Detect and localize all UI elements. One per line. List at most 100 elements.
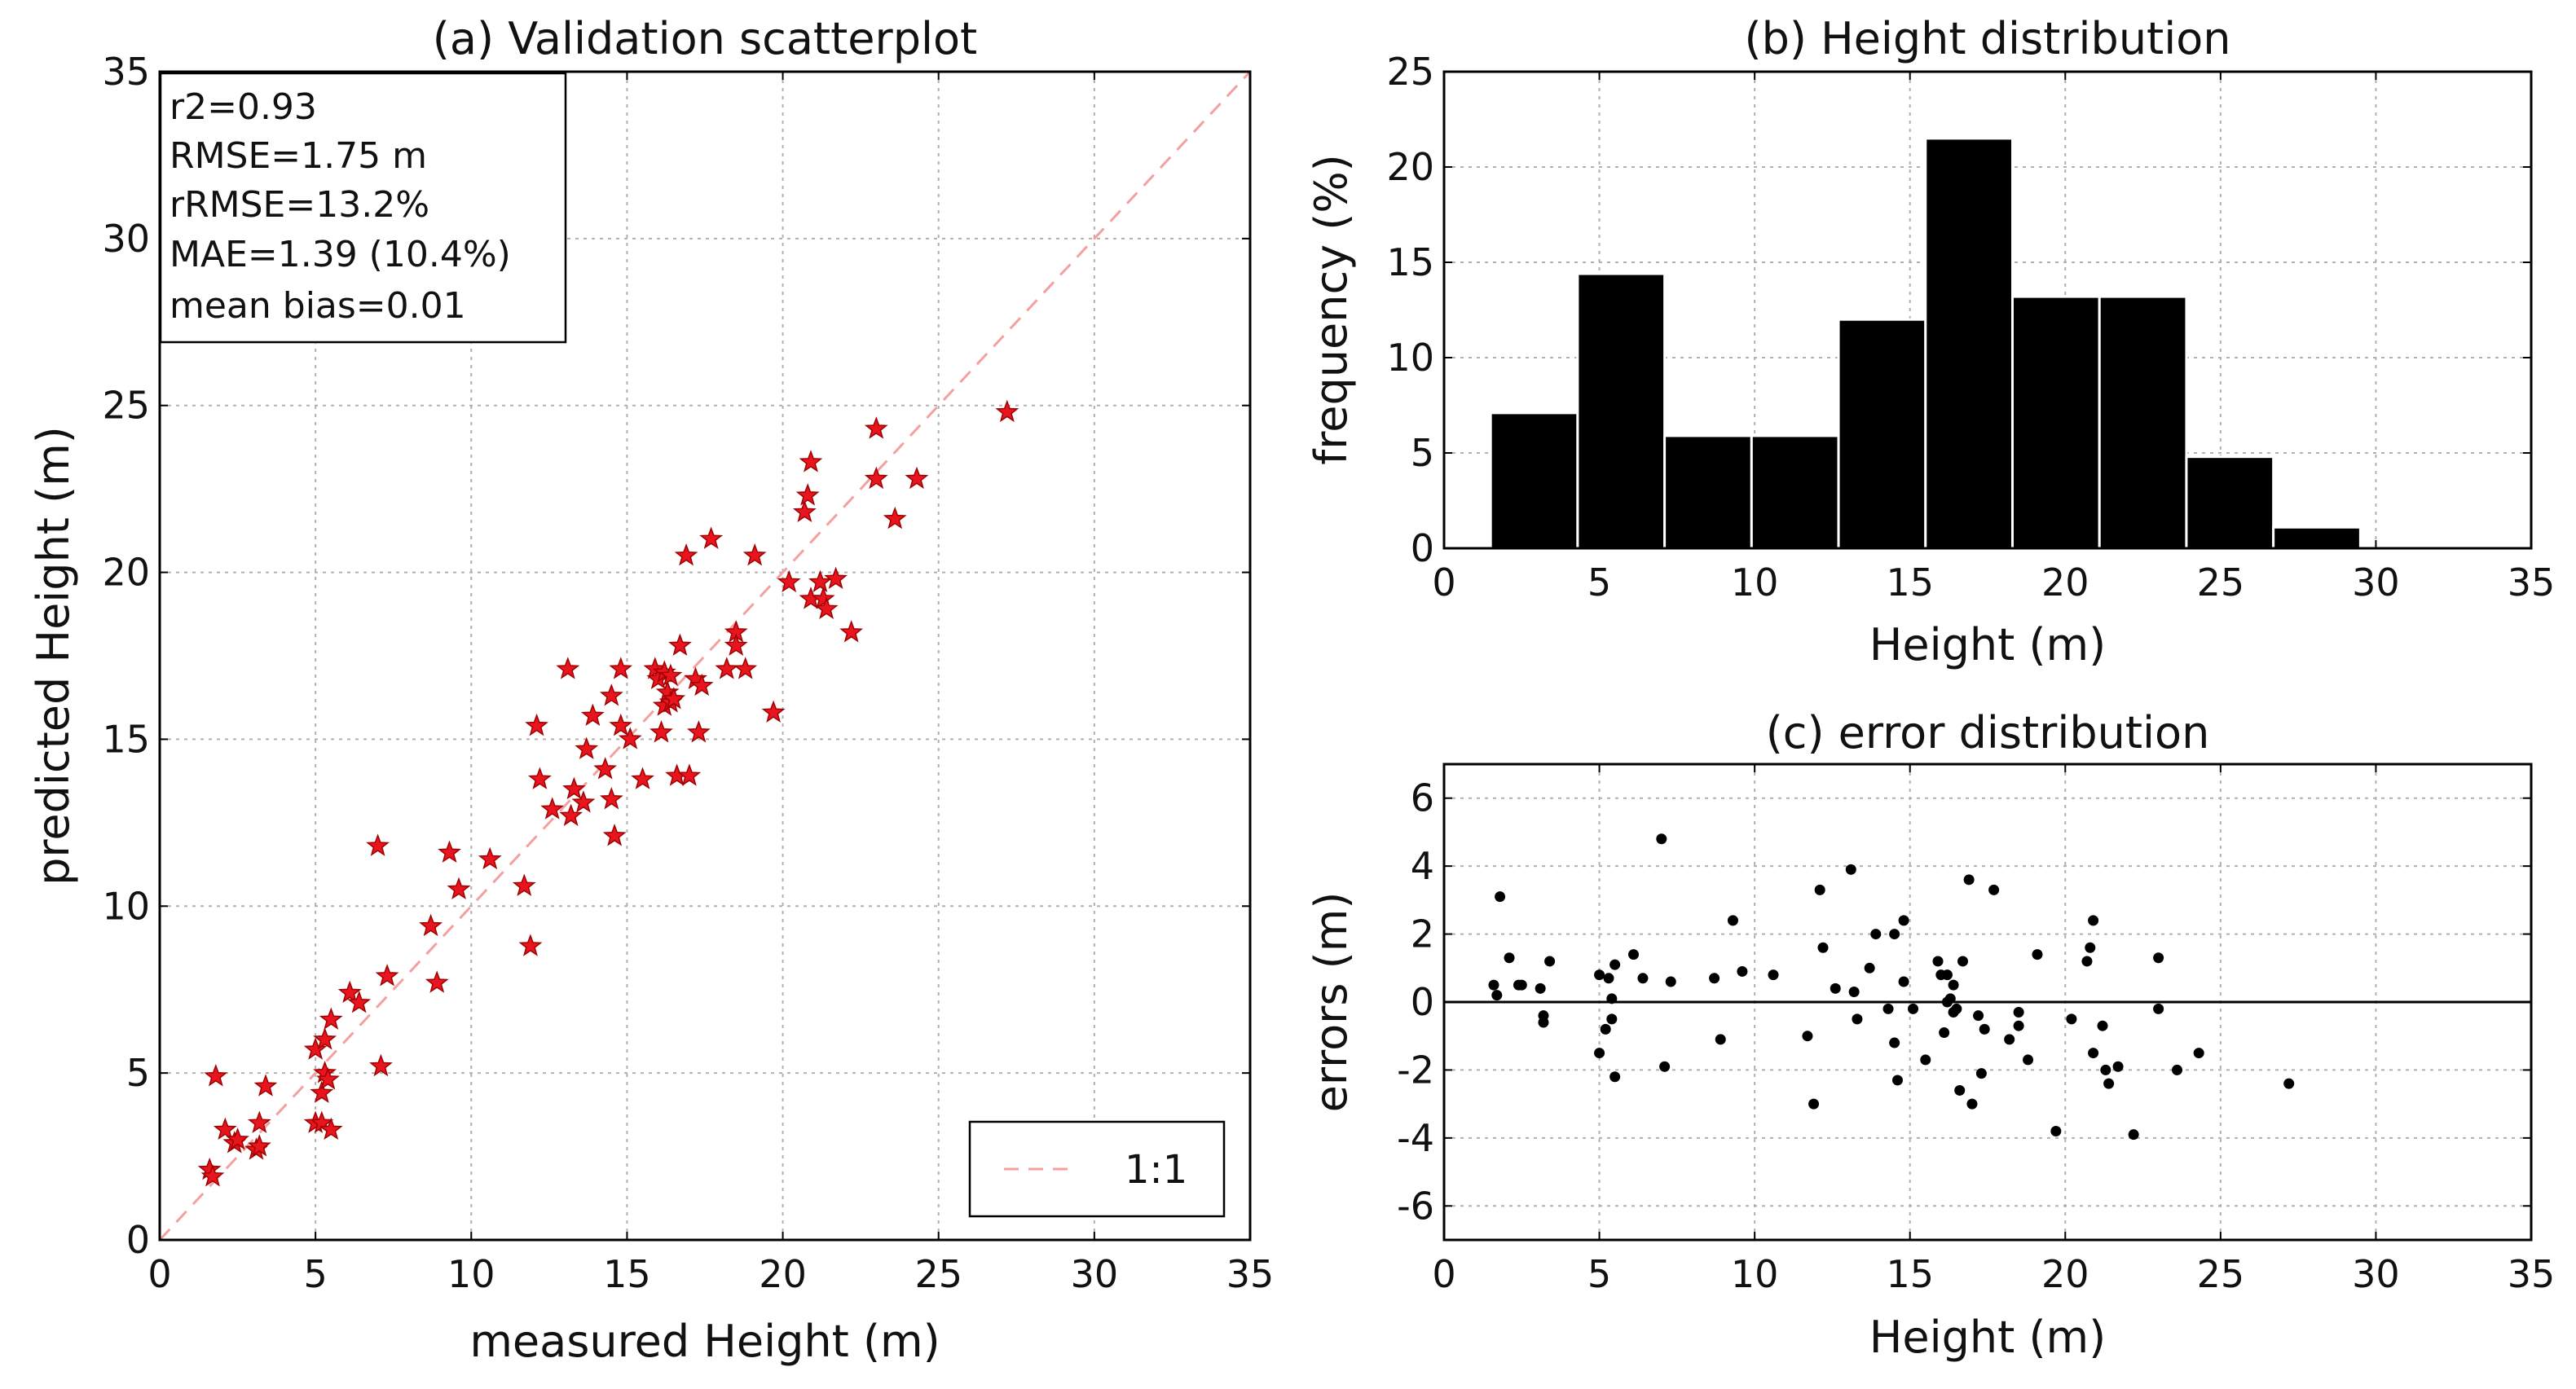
error-point xyxy=(1889,929,1900,940)
panel-b-bars xyxy=(1489,137,2362,550)
validation-point xyxy=(540,797,565,820)
validation-point xyxy=(425,970,449,993)
error-point xyxy=(2171,1064,2182,1075)
x-tick-label: 30 xyxy=(1071,1252,1119,1296)
validation-point xyxy=(204,1064,228,1087)
validation-point xyxy=(814,596,839,619)
validation-point xyxy=(200,1164,225,1187)
error-point xyxy=(1737,965,1748,977)
validation-point xyxy=(864,466,888,490)
validation-point xyxy=(347,990,372,1013)
error-point xyxy=(1594,969,1605,981)
panel-b-x-ticks: 0 5 10 15 20 25 30 35 xyxy=(1432,72,2555,604)
error-point xyxy=(1898,976,1909,987)
validation-point xyxy=(795,483,820,506)
validation-point xyxy=(556,657,580,679)
validation-point xyxy=(316,1067,340,1090)
validation-point xyxy=(995,399,1019,423)
validation-point xyxy=(609,657,633,679)
validation-point xyxy=(313,1027,337,1050)
validation-point xyxy=(310,1080,334,1103)
panel-a-y-label: predicted Height (m) xyxy=(28,426,79,886)
x-tick-label: 0 xyxy=(1432,560,1455,604)
error-point xyxy=(1504,952,1515,964)
validation-point xyxy=(724,633,748,656)
validation-point xyxy=(658,663,683,686)
validation-point xyxy=(559,803,583,826)
panel-a-points xyxy=(197,399,1019,1187)
error-point xyxy=(1973,1010,1984,1022)
validation-point xyxy=(580,703,605,727)
validation-point xyxy=(525,713,548,736)
validation-point xyxy=(599,787,623,810)
error-point xyxy=(1848,986,1860,997)
panel-c-x-label: Height (m) xyxy=(1869,1312,2106,1363)
y-tick-label: 5 xyxy=(1411,431,1434,475)
panel-b-title: (b) Height distribution xyxy=(1745,13,2231,64)
x-tick-label: 10 xyxy=(1731,1252,1779,1296)
error-point xyxy=(1808,1098,1820,1110)
validation-point xyxy=(811,587,835,609)
validation-point xyxy=(824,566,848,590)
error-point xyxy=(1535,982,1546,994)
error-point xyxy=(2066,1013,2077,1025)
validation-point xyxy=(761,700,786,723)
error-point xyxy=(1891,1075,1903,1086)
panel-b-y-ticks: 0 5 10 15 20 25 xyxy=(1386,50,2531,570)
validation-point xyxy=(650,720,673,743)
validation-point xyxy=(674,543,698,566)
error-point xyxy=(1709,973,1720,984)
error-point xyxy=(1817,942,1829,953)
panel-c-x-ticks: 0 5 10 15 20 25 30 35 xyxy=(1432,764,2555,1296)
y-tick-label: 0 xyxy=(126,1218,150,1262)
y-tick-label: -6 xyxy=(1397,1184,1434,1228)
y-tick-label: 30 xyxy=(102,217,150,261)
validation-point xyxy=(593,757,618,780)
error-point xyxy=(2013,1007,2024,1018)
x-tick-label: 5 xyxy=(304,1252,328,1296)
validation-point xyxy=(905,466,929,490)
y-tick-label: 15 xyxy=(1386,240,1434,284)
histogram-bar xyxy=(2010,295,2101,550)
validation-point xyxy=(662,687,686,710)
y-tick-label: -4 xyxy=(1397,1116,1434,1160)
panel-b-y-label: frequency (%) xyxy=(1306,154,1357,464)
error-distribution-panel: (c) error distribution 0 5 10 15 20 25 30 35 -6… xyxy=(1306,707,2555,1363)
validation-point xyxy=(571,790,596,813)
x-tick-label: 30 xyxy=(2352,1252,2400,1296)
validation-point xyxy=(575,736,599,759)
validation-point xyxy=(677,763,702,786)
error-point xyxy=(1814,884,1825,895)
error-point xyxy=(1603,973,1614,984)
error-point xyxy=(1627,949,1639,960)
panel-c-y-label: errors (m) xyxy=(1306,892,1357,1113)
error-point xyxy=(1957,956,1969,967)
validation-point xyxy=(337,980,362,1004)
validation-point xyxy=(303,1037,328,1060)
panel-c-y-ticks: -6 -4 -2 0 2 4 6 xyxy=(1397,776,2531,1228)
error-point xyxy=(1920,1054,1931,1066)
validation-point xyxy=(438,840,461,863)
validation-point xyxy=(668,633,692,656)
y-tick-label: 35 xyxy=(102,50,150,94)
error-point xyxy=(2103,1078,2115,1089)
panel-a-x-ticks: 0 5 10 15 20 25 30 35 xyxy=(148,72,1274,1296)
error-point xyxy=(1609,959,1621,970)
error-point xyxy=(1948,979,1959,991)
panel-c-title: (c) error distribution xyxy=(1766,707,2210,758)
error-point xyxy=(1727,915,1738,926)
validation-point xyxy=(253,1074,278,1097)
x-tick-label: 5 xyxy=(1587,1252,1611,1296)
validation-point xyxy=(742,543,767,566)
error-point xyxy=(2153,952,2164,964)
x-tick-label: 25 xyxy=(2197,560,2245,604)
error-point xyxy=(1656,833,1667,845)
validation-point xyxy=(600,684,623,706)
error-point xyxy=(2081,956,2093,967)
error-point xyxy=(1852,1013,1863,1025)
validation-point xyxy=(562,776,586,800)
error-point xyxy=(1715,1034,1726,1045)
validation-point xyxy=(777,569,801,593)
error-point xyxy=(1979,1023,1990,1035)
